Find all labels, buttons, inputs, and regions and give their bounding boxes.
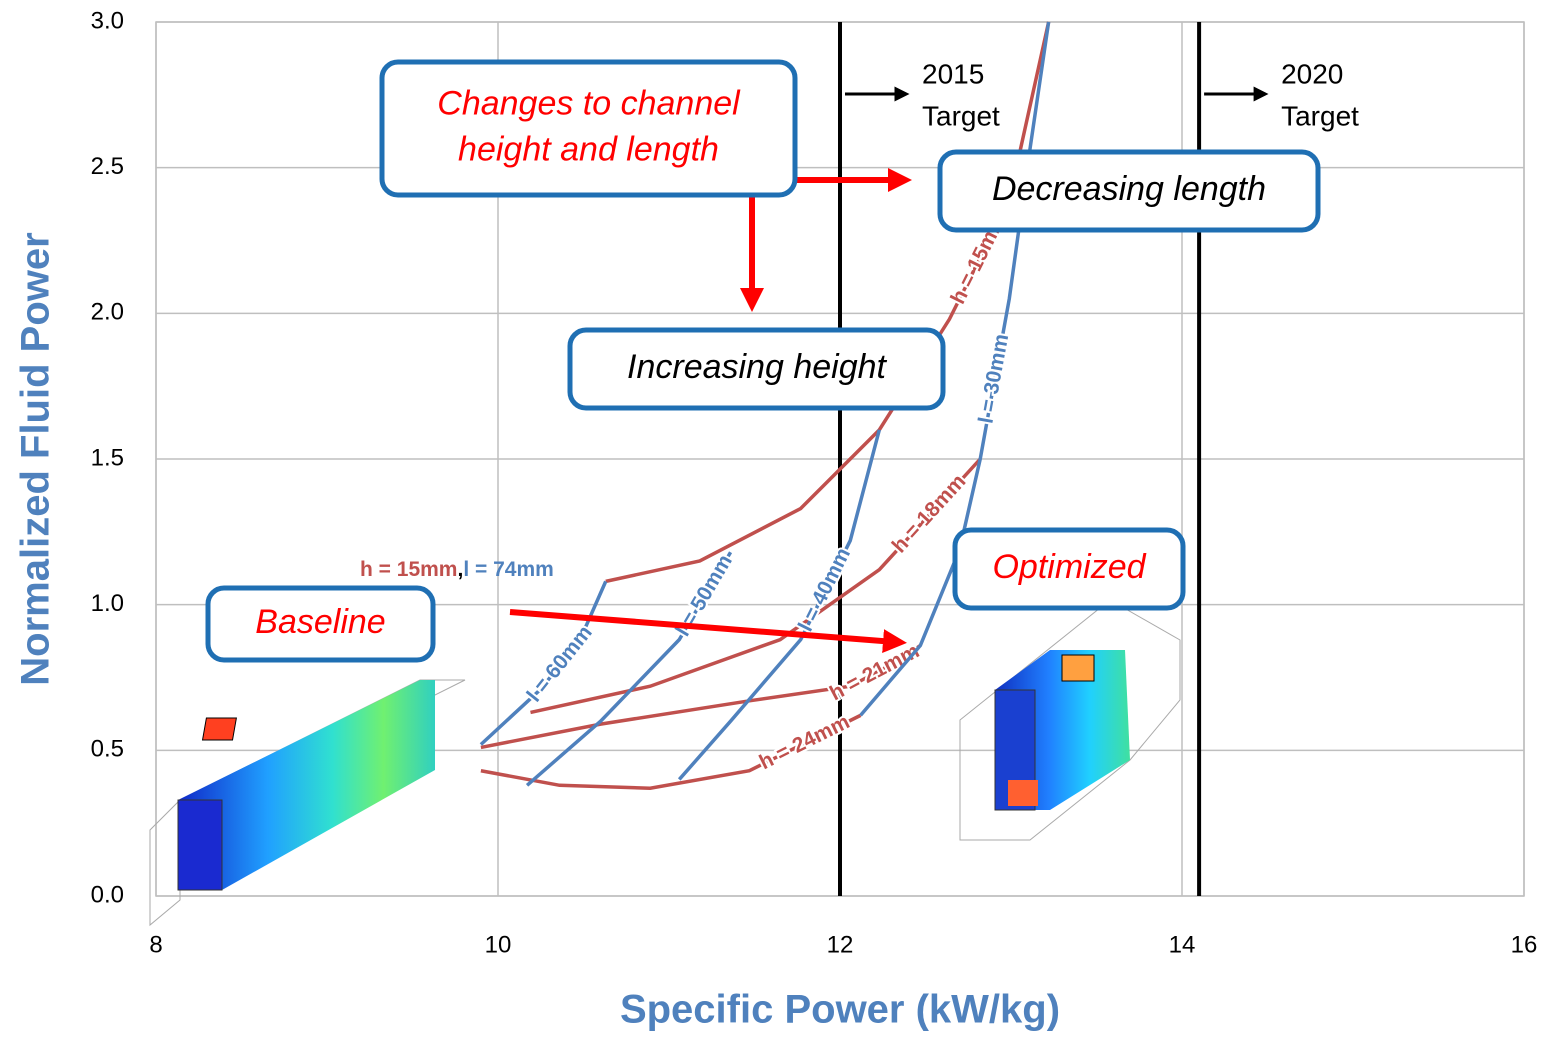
x-tick-label: 10 <box>485 931 512 958</box>
target-text: Target <box>922 100 1000 131</box>
y-tick-label: 0.0 <box>91 881 124 908</box>
curve <box>530 459 980 712</box>
curve-label: l = 30mm <box>974 332 1013 425</box>
callout-text: Baseline <box>255 603 385 641</box>
x-tick-label: 12 <box>827 931 854 958</box>
callout-text: Increasing height <box>627 348 888 386</box>
x-tick-label: 16 <box>1511 931 1538 958</box>
baseline-label-part: l = 74mm <box>463 558 553 581</box>
y-tick-label: 1.5 <box>91 444 124 471</box>
annotations: 2015 Target 2020 Target h = 15mm,l = 74mm Cha… <box>208 58 1359 660</box>
x-tick-label: 8 <box>149 931 162 958</box>
curve <box>481 581 606 744</box>
curve-label: l = 60mm <box>523 621 597 706</box>
points: Normalized Fluid Power <box>14 232 58 685</box>
x-tick-label: 14 <box>1169 931 1196 958</box>
baseline-label: h = 15mm,l = 74mm <box>360 558 554 581</box>
callout-text: Decreasing length <box>992 170 1266 208</box>
callout-text: Optimized <box>992 548 1146 586</box>
y-tick-label: 2.5 <box>91 153 124 180</box>
curve-label: l = 40mm <box>794 544 855 635</box>
optimized-model-image <box>960 600 1180 840</box>
chart: 0.00.51.01.52.02.53.0810121416 h = 15mmh… <box>0 0 1551 1039</box>
target-year: 2020 <box>1281 58 1343 89</box>
callout-text: Changes to channel <box>437 84 741 122</box>
baseline-label-part: h = 15mm <box>360 558 457 581</box>
x-axis-title: Specific Power (kW/kg) <box>620 988 1060 1032</box>
baseline-model-image <box>150 680 465 925</box>
y-tick-label: 3.0 <box>91 7 124 34</box>
callout-box <box>382 62 795 195</box>
y-tick-label: 0.5 <box>91 736 124 763</box>
y-tick-label: 1.0 <box>91 590 124 617</box>
target-text: Target <box>1281 100 1359 131</box>
y-tick-label: 2.0 <box>91 299 124 326</box>
callout-text: height and length <box>458 130 719 168</box>
target-year: 2015 <box>922 58 984 89</box>
